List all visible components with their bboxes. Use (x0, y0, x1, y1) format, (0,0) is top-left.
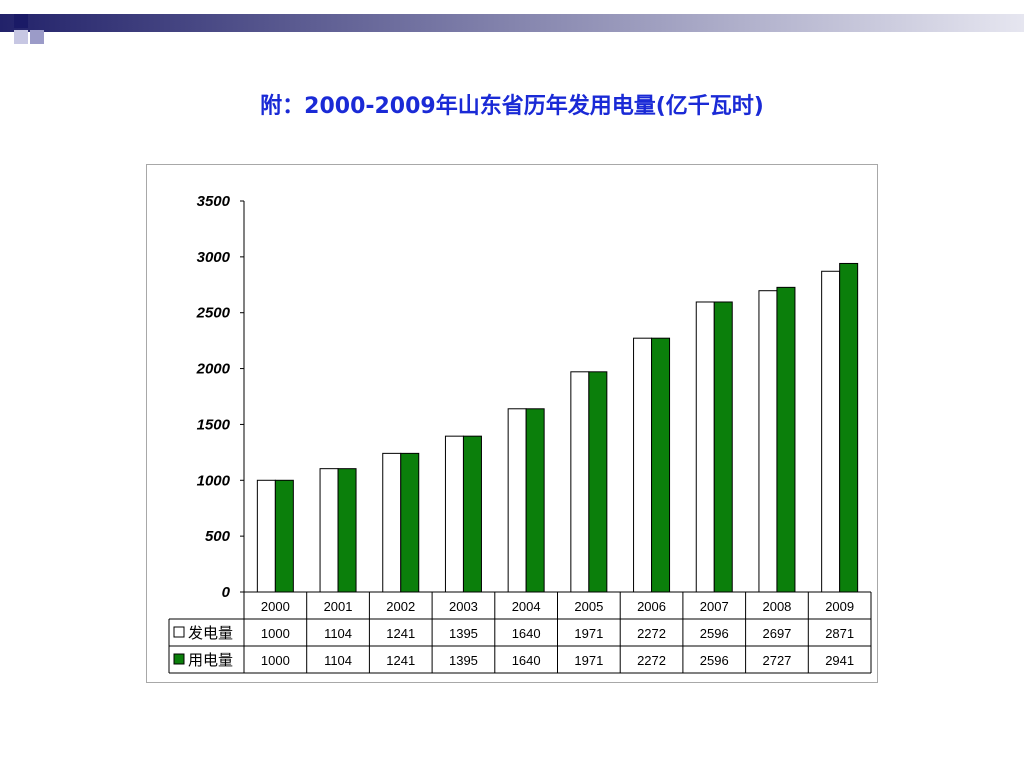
y-tick-label: 500 (205, 528, 231, 545)
bar-2007-0 (695, 301, 715, 593)
bar-2000-0 (256, 479, 276, 593)
y-tick-label: 2500 (196, 305, 231, 322)
x-tick-label: 2001 (324, 599, 353, 614)
table-cell: 2871 (825, 626, 854, 641)
chart-frame: 0 500 1000 1500 2000 2500 3000 3500 2000 2001 2002… (146, 164, 878, 683)
x-tick-label: 2009 (825, 599, 854, 614)
x-tick-label: 2007 (700, 599, 729, 614)
bar-2008-1 (776, 286, 796, 593)
bar-2001-0 (319, 468, 339, 593)
x-tick-label: 2008 (762, 599, 791, 614)
header-bar (0, 14, 1024, 32)
bar-2004-1 (525, 408, 545, 593)
table-cell: 2596 (700, 653, 729, 668)
y-tick-label: 3500 (197, 193, 231, 210)
table-cell: 1241 (386, 626, 415, 641)
table-cell: 2272 (637, 653, 666, 668)
y-tick-label: 2000 (196, 361, 231, 378)
deco-square-3 (14, 30, 28, 44)
table-cell: 1971 (574, 653, 603, 668)
slide-title: 附：2000-2009年山东省历年发用电量(亿千瓦时) (260, 94, 764, 119)
table-cell: 2697 (762, 626, 791, 641)
y-tick-label: 1500 (197, 416, 231, 433)
y-tick-label: 1000 (197, 472, 231, 489)
legend-label-0: 发电量 (188, 625, 233, 642)
bar-2007-1 (713, 301, 733, 593)
bar-2002-0 (382, 452, 402, 593)
x-tick-label: 2003 (449, 599, 478, 614)
legend-label-1: 用电量 (188, 652, 233, 669)
x-tick-label: 2006 (637, 599, 666, 614)
table-cell: 1000 (261, 626, 290, 641)
bar-2006-0 (633, 337, 653, 593)
table-cell: 2727 (762, 653, 791, 668)
bar-2008-0 (758, 290, 778, 593)
table-cell: 1640 (512, 653, 541, 668)
bar-2002-1 (400, 452, 420, 593)
y-tick-label: 3000 (197, 249, 231, 266)
bar-2004-0 (507, 408, 527, 593)
bar-chart: 0 500 1000 1500 2000 2500 3000 3500 2000 2001 2002… (168, 193, 872, 674)
table-cell: 1395 (449, 653, 478, 668)
x-tick-label: 2005 (574, 599, 603, 614)
legend-swatch-1 (173, 653, 185, 665)
table-cell: 1104 (324, 626, 352, 641)
bar-2001-1 (337, 468, 357, 593)
table-cell: 1000 (261, 653, 290, 668)
table-cell: 1395 (449, 626, 478, 641)
bar-2009-0 (821, 270, 841, 593)
table-cell: 2941 (825, 653, 854, 668)
x-tick-label: 2004 (512, 599, 541, 614)
bar-2009-1 (839, 262, 859, 593)
bar-2003-1 (462, 435, 482, 593)
bar-2003-0 (444, 435, 464, 593)
table-cell: 1104 (324, 653, 352, 668)
table-cell: 2596 (700, 626, 729, 641)
deco-square-2 (30, 30, 44, 44)
table-cell: 1640 (512, 626, 541, 641)
x-tick-label: 2000 (261, 599, 290, 614)
bar-2006-1 (651, 337, 671, 593)
deco-square-1 (14, 14, 28, 28)
table-cell: 1971 (574, 626, 603, 641)
x-tick-label: 2002 (386, 599, 415, 614)
legend-swatch-0 (173, 626, 185, 638)
bar-2005-0 (570, 371, 590, 593)
bar-2000-1 (274, 479, 294, 593)
table-cell: 2272 (637, 626, 666, 641)
y-tick-label: 0 (222, 584, 231, 601)
bar-2005-1 (588, 371, 608, 593)
table-cell: 1241 (386, 653, 415, 668)
